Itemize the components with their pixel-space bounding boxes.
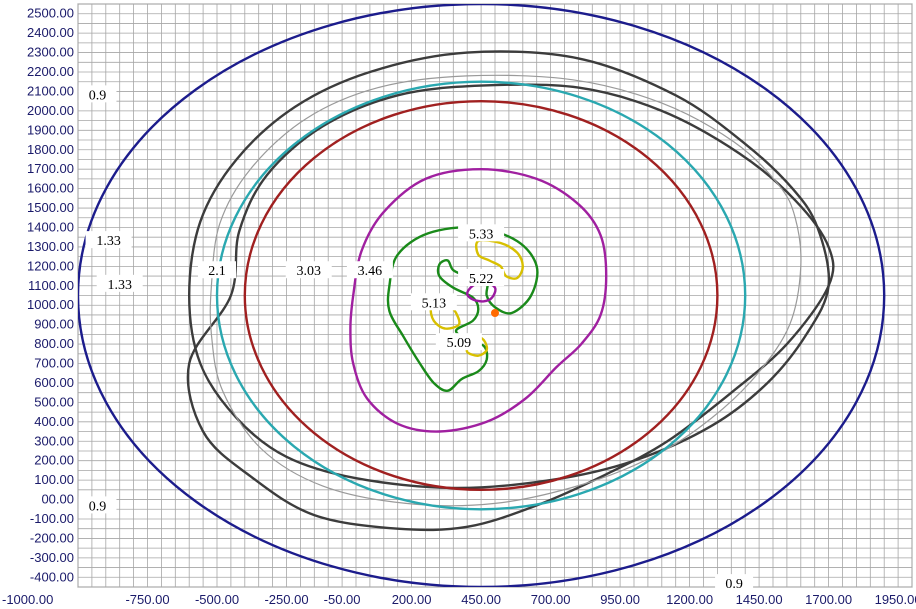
contour-label: 0.9 xyxy=(715,574,754,592)
y-tick-label: 900.00 xyxy=(34,317,74,332)
x-tick-label: 1700.00 xyxy=(805,592,852,607)
y-tick-label: 1100.00 xyxy=(28,278,74,293)
y-tick-label: 2000.00 xyxy=(27,103,74,118)
y-tick-label: 600.00 xyxy=(34,375,74,390)
contour-label-box xyxy=(458,224,505,242)
y-tick-label: 300.00 xyxy=(34,433,74,448)
contour-line-5-33-8 xyxy=(474,239,524,280)
x-tick-label: -750.00 xyxy=(125,592,169,607)
contour-label: 0.9 xyxy=(78,496,117,514)
x-tick-label: -500.00 xyxy=(195,592,239,607)
contour-label-box xyxy=(285,261,332,279)
contour-label-text: 3.03 xyxy=(296,264,321,279)
contour-label: 5.09 xyxy=(435,333,482,351)
y-tick-label: 2500.00 xyxy=(27,6,74,21)
contour-label: 5.13 xyxy=(410,293,457,311)
y-tick-label: 1300.00 xyxy=(27,239,74,254)
contour-label-text: 2.1 xyxy=(208,264,226,279)
y-tick-label: -300.00 xyxy=(30,550,74,565)
contour-label-text: 1.33 xyxy=(96,234,121,249)
contour-label-box xyxy=(78,85,117,103)
y-tick-label: -100.00 xyxy=(30,511,74,526)
contour-label-box xyxy=(715,574,754,592)
contour-label-box xyxy=(78,496,117,514)
y-tick-label: 1500.00 xyxy=(27,200,74,215)
contour-line-3-03-6 xyxy=(349,168,608,433)
x-tick-label: 1450.00 xyxy=(736,592,783,607)
x-tick-label: -1000.00 xyxy=(2,592,53,607)
y-tick-label: -400.00 xyxy=(30,569,74,584)
source-marker xyxy=(491,308,499,317)
contour-label-text: 1.33 xyxy=(107,278,132,293)
y-tick-label: 1200.00 xyxy=(27,258,74,273)
contour-label: 2.1 xyxy=(198,261,236,279)
contour-label-text: 5.13 xyxy=(422,296,447,311)
y-tick-label: 1700.00 xyxy=(27,161,74,176)
y-tick-label: 00.00 xyxy=(41,492,74,507)
x-tick-label: 1200.00 xyxy=(666,592,713,607)
contour-label-box xyxy=(96,274,143,292)
contour-label-text: 5.33 xyxy=(469,227,494,242)
contour-label-box xyxy=(435,333,482,351)
y-tick-label: 1400.00 xyxy=(27,219,74,234)
contour-line-1-33-2 xyxy=(186,83,835,532)
y-tick-label: 800.00 xyxy=(34,336,74,351)
contour-label: 1.33 xyxy=(96,274,143,293)
contour-label: 3.46 xyxy=(346,261,393,279)
x-tick-label: -250.00 xyxy=(264,592,308,607)
contour-label-text: 0.9 xyxy=(89,499,107,514)
x-tick-label: 450.00 xyxy=(461,592,501,607)
x-tick-label: 1950.00 xyxy=(875,592,916,607)
x-tick-label: 700.00 xyxy=(531,592,571,607)
contour-label-box xyxy=(458,269,505,287)
contour-label-text: 0.9 xyxy=(725,577,743,592)
contour-label-text: 5.09 xyxy=(447,336,472,351)
contour-line-unlabeled-4 xyxy=(215,80,747,511)
contour-label: 5.33 xyxy=(458,224,505,242)
contour-label: 3.03 xyxy=(285,261,332,279)
contour-label: 1.33 xyxy=(85,231,132,249)
y-tick-label: 2100.00 xyxy=(27,83,74,98)
y-tick-label: 700.00 xyxy=(34,356,74,371)
contour-label: 5.22 xyxy=(458,269,505,287)
x-tick-label: 950.00 xyxy=(600,592,640,607)
y-tick-label: -200.00 xyxy=(30,530,74,545)
y-tick-label: 2300.00 xyxy=(27,45,74,60)
y-tick-label: 400.00 xyxy=(34,414,74,429)
y-tick-label: 1000.00 xyxy=(27,297,74,312)
contour-line-2-1-5 xyxy=(243,99,719,492)
y-tick-label: 1900.00 xyxy=(27,122,74,137)
contour-label-box xyxy=(410,293,457,311)
contour-label-box xyxy=(346,261,393,279)
contour-label-text: 3.46 xyxy=(358,264,383,279)
y-tick-label: 500.00 xyxy=(34,394,74,409)
y-tick-label: 100.00 xyxy=(34,472,74,487)
y-tick-label: 2200.00 xyxy=(27,64,74,79)
contour-line-3-46-7 xyxy=(386,225,539,392)
y-tick-label: 2400.00 xyxy=(27,25,74,40)
y-tick-label: 1600.00 xyxy=(27,181,74,196)
y-tick-label: 200.00 xyxy=(34,453,74,468)
contour-label-text: 5.22 xyxy=(469,272,494,287)
x-tick-label: 200.00 xyxy=(392,592,432,607)
contour-line-0-9-0 xyxy=(78,4,886,587)
contour-label-box xyxy=(198,261,236,279)
contour-line-unlabeled-3 xyxy=(209,74,802,507)
contour-label-text: 0.9 xyxy=(89,88,107,103)
x-tick-label: -50.00 xyxy=(324,592,361,607)
contour-label-box xyxy=(85,231,132,249)
y-tick-label: 1800.00 xyxy=(27,142,74,157)
contour-label: 0.9 xyxy=(78,85,117,103)
